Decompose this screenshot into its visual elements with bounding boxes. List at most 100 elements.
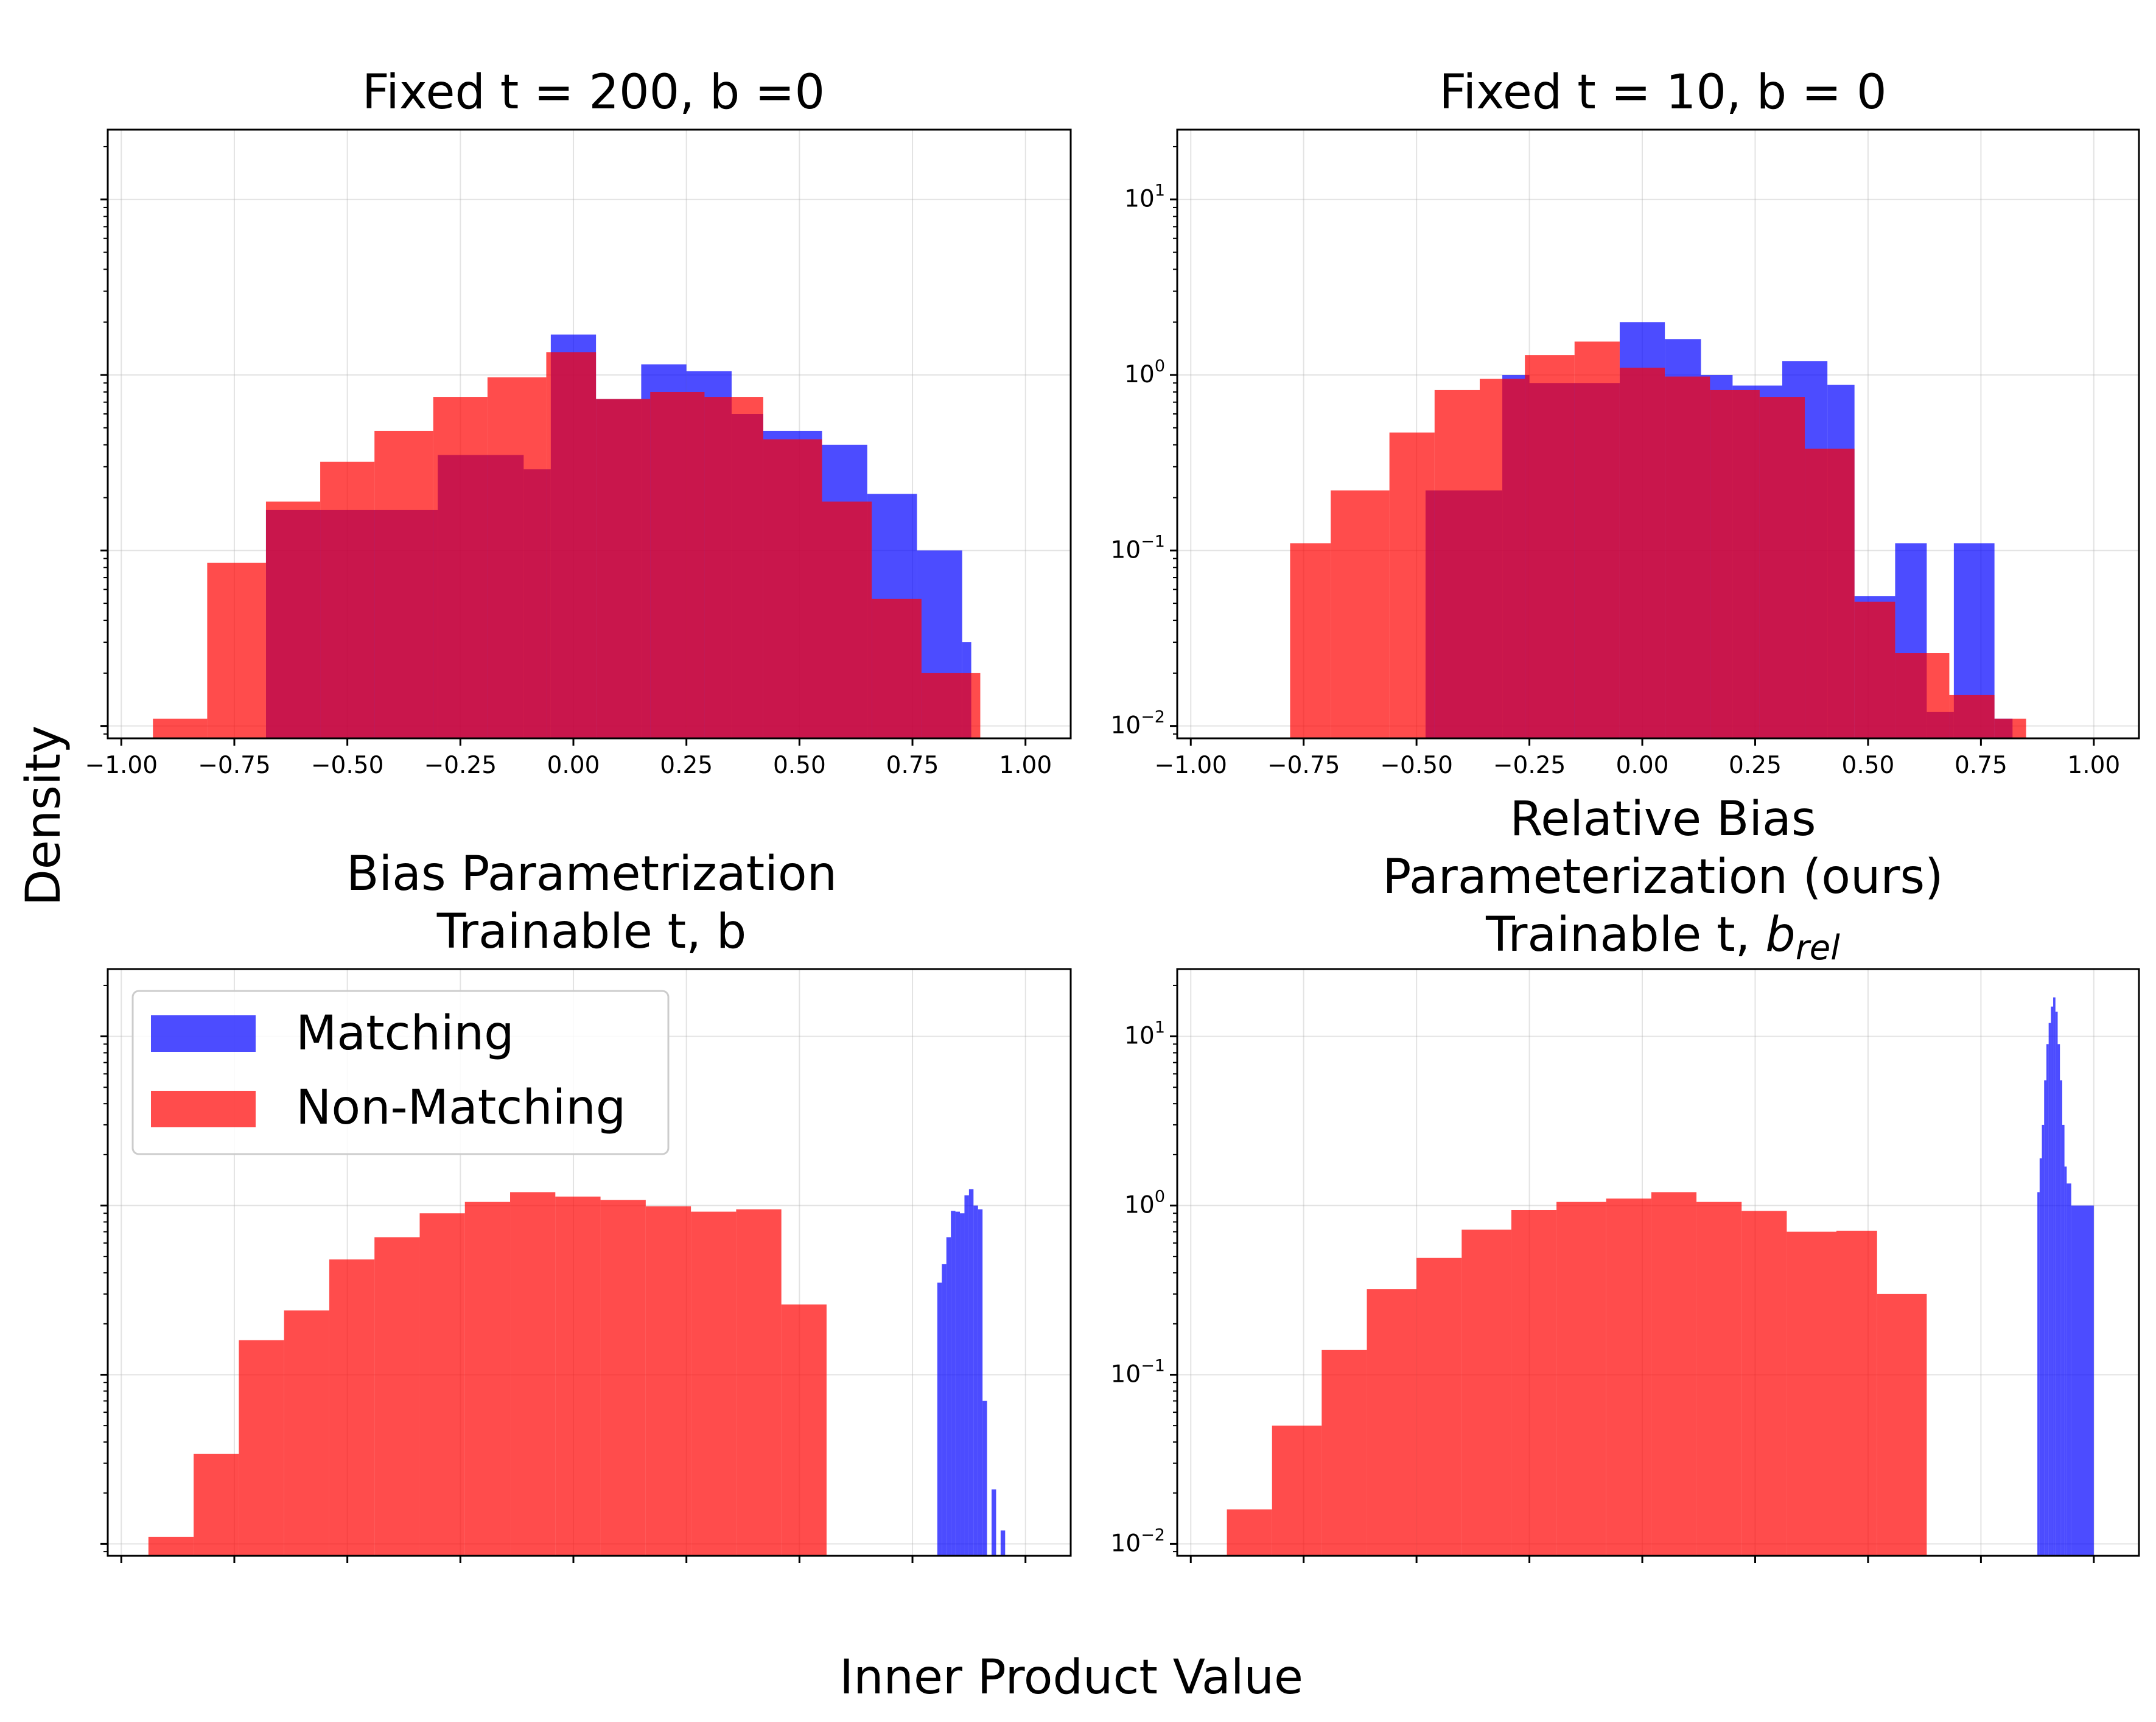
- panel-2-title: Fixed t = 10, b = 0: [1439, 65, 1886, 120]
- x-tick-label-5: 0.25: [1729, 752, 1782, 779]
- axes-frame: [107, 128, 1072, 740]
- panel-4: 101 100 10−1 10−2: [1111, 968, 2140, 1563]
- non-matching-bar-13: [1895, 653, 1950, 738]
- non-matching-bar-11: [1805, 449, 1855, 738]
- matching-bar-12: [1000, 1530, 1006, 1556]
- non-matching-bar-9: [650, 391, 705, 738]
- x-tick-label-1: −0.75: [1267, 752, 1340, 779]
- matching-bar-6: [964, 1195, 969, 1556]
- non-matching-bar-2: [1389, 432, 1435, 738]
- legend-frame: [131, 990, 670, 1155]
- non-matching-bar-14: [921, 673, 981, 738]
- non-matching-bar-5: [433, 397, 488, 738]
- matching-bar-2: [2042, 1124, 2045, 1556]
- panel-3-title-line1: Bias Parametrization: [346, 847, 837, 901]
- non-matching-bar-0: [1227, 1509, 1272, 1556]
- non-matching-bar-5: [374, 1237, 420, 1556]
- x-axis-label: Inner Product Value: [839, 1650, 1303, 1705]
- panel-4-title-line1: Relative Bias: [1510, 792, 1816, 847]
- matching-bar-12: [2064, 1166, 2067, 1556]
- x-tick-label-0: −1.00: [85, 752, 158, 779]
- non-matching-bar-12: [691, 1211, 737, 1556]
- non-matching-bar-3: [284, 1310, 329, 1556]
- panel-4-title-rel-subscript: rel: [1796, 928, 1840, 968]
- matching-bar-0: [937, 1283, 942, 1556]
- non-matching-bar-0: [148, 1536, 194, 1556]
- matching-bar-2: [946, 1237, 951, 1556]
- non-matching-bar-4: [374, 430, 433, 738]
- y-tick-label-3: 10−2: [1111, 708, 1165, 740]
- matching-bar-10: [2060, 1080, 2062, 1556]
- matching-bar-1: [942, 1264, 947, 1556]
- legend-matching-swatch: [151, 1015, 256, 1052]
- matching-bar-1: [2039, 1158, 2042, 1556]
- y-tick-label-0: 101: [1124, 181, 1165, 213]
- non-matching-bar-9: [555, 1196, 601, 1556]
- matching-bar-8: [2055, 1011, 2058, 1556]
- x-tick-label-8: 1.00: [999, 752, 1052, 779]
- matching-bar-9: [2057, 1044, 2060, 1556]
- matching-bar-3: [951, 1211, 956, 1556]
- axes-frame: [1176, 128, 2140, 740]
- non-matching-bar-2: [239, 1340, 284, 1556]
- non-matching-bar-2: [1321, 1349, 1367, 1556]
- y-tick-label-1: 100: [1124, 1188, 1165, 1219]
- non-matching-bar-12: [822, 501, 872, 738]
- non-matching-bar-6: [487, 377, 547, 738]
- non-matching-bar-7: [464, 1202, 511, 1556]
- non-matching-bar-11: [1741, 1211, 1787, 1556]
- axes-frame: [1176, 968, 2140, 1557]
- legend-matching-label: Matching: [296, 1006, 514, 1061]
- x-tick-label-3: −0.25: [424, 752, 497, 779]
- non-matching-bar-10: [600, 1200, 646, 1556]
- matching-bar-11: [2062, 1124, 2065, 1556]
- non-matching-bar-6: [1574, 341, 1620, 738]
- non-matching-bar-8: [510, 1192, 556, 1556]
- panel-4-title-line3-text: Trainable t,: [1485, 908, 1765, 962]
- matching-bar-5: [960, 1213, 965, 1556]
- non-matching-bar-6: [1511, 1209, 1557, 1556]
- non-matching-bar-3: [1367, 1289, 1417, 1556]
- y-tick-label-2: 10−1: [1111, 532, 1165, 564]
- non-matching-bar-1: [207, 562, 266, 738]
- panel-2: −1.00 −0.75 −0.50 −0.25 0.00 0.25 0.50 0.75 1.00…: [1111, 128, 2140, 779]
- non-matching-bar-8: [1665, 376, 1710, 738]
- panel-3-title-line2: Trainable t, b: [436, 905, 747, 959]
- non-matching-bar-10: [1696, 1202, 1742, 1556]
- x-tick-label-2: −0.50: [311, 752, 384, 779]
- matching-bar-4: [955, 1211, 961, 1556]
- axes-frame: [107, 968, 1072, 1557]
- matching-bar-14: [2071, 1205, 2094, 1556]
- matching-bar-10: [982, 1401, 987, 1556]
- x-tick-label-6: 0.50: [773, 752, 826, 779]
- non-matching-bar-7: [1619, 368, 1665, 738]
- matching-bar-3: [2044, 1080, 2046, 1556]
- non-matching-bar-6: [419, 1213, 465, 1556]
- non-matching-bar-7: [1556, 1202, 1606, 1556]
- non-matching-bar-15: [1994, 718, 2026, 738]
- non-matching-bar-13: [736, 1209, 782, 1556]
- non-matching-bar-0: [1290, 543, 1331, 738]
- legend-non-matching-swatch: [151, 1091, 256, 1127]
- y-tick-label-3: 10−2: [1111, 1525, 1165, 1557]
- y-tick-label-0: 101: [1124, 1018, 1165, 1050]
- non-matching-bar-4: [329, 1259, 375, 1556]
- matching-bar-7: [968, 1189, 974, 1556]
- x-tick-label-5: 0.25: [660, 752, 713, 779]
- non-matching-bar-1: [1272, 1426, 1322, 1556]
- non-matching-bar-7: [546, 352, 597, 738]
- non-matching-bar-5: [1461, 1230, 1511, 1556]
- x-tick-label-6: 0.50: [1842, 752, 1895, 779]
- panel-4-title-b-symbol: b: [1765, 908, 1796, 962]
- matching-bar-9: [978, 1209, 983, 1556]
- non-matching-bar-0: [153, 718, 208, 738]
- y-axis-label: Density: [16, 726, 71, 906]
- non-matching-bar-3: [320, 461, 375, 738]
- matching-bar-7: [2053, 997, 2056, 1556]
- non-matching-bar-9: [1710, 390, 1760, 738]
- x-tick-label-4: 0.00: [547, 752, 600, 779]
- non-matching-bar-11: [763, 439, 822, 738]
- x-tick-label-7: 0.75: [886, 752, 939, 779]
- y-tick-label-2: 10−1: [1111, 1356, 1165, 1388]
